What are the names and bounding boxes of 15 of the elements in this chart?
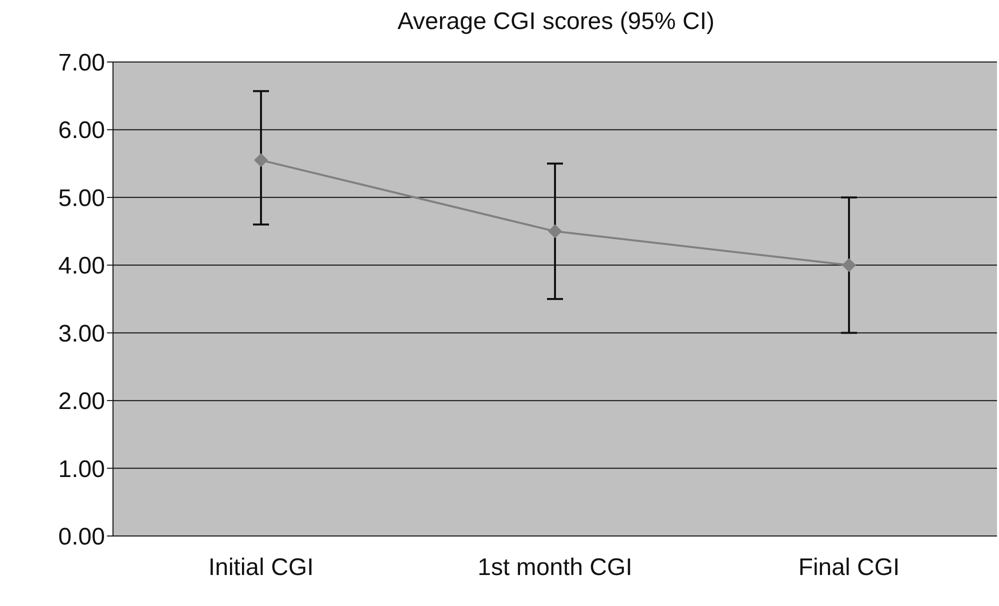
y-tick-label: 0.00 [58, 524, 105, 551]
point [842, 258, 856, 272]
y-tick-label: 1.00 [58, 456, 105, 483]
point [254, 153, 268, 168]
x-tick-label: Final CGI [798, 554, 900, 582]
point [548, 224, 562, 238]
y-tick-label: 7.00 [58, 50, 105, 77]
y-tick-label: 2.00 [58, 388, 105, 416]
x-tick-label: 1st month CGI [478, 554, 632, 582]
chart-title: Average CGI scores (95% CI) [396, 8, 716, 36]
y-tick-label: 4.00 [58, 252, 105, 280]
y-tick-label: 3.00 [58, 320, 105, 348]
y-tick-label: 5.00 [58, 184, 105, 212]
y-tick-label: 6.00 [58, 117, 105, 144]
x-tick-label: Initial CGI [208, 554, 314, 582]
